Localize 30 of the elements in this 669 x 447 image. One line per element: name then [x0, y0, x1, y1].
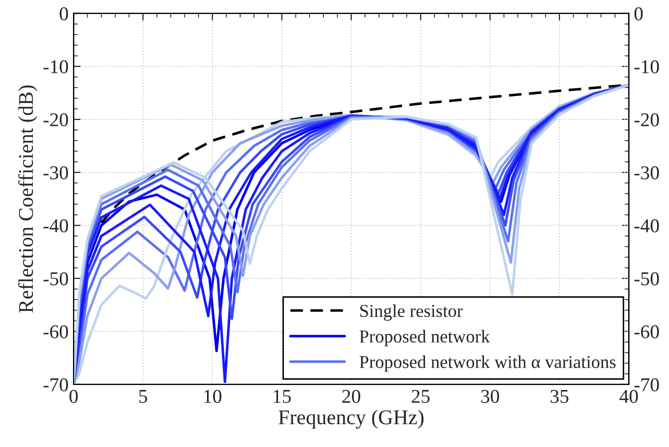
y-tick-label: -20 [44, 113, 68, 126]
legend-label: Proposed network [360, 330, 490, 346]
legend-label: Single resistor [360, 304, 463, 321]
x-axis-title: Frequency (GHz) [278, 410, 424, 429]
y-tick-label: -30 [44, 166, 68, 180]
x-tick-label: 10 [204, 390, 222, 403]
x-tick-label: 20 [342, 390, 360, 403]
y2-tick-label: -40 [634, 219, 659, 232]
x-tick-label: 25 [412, 390, 430, 403]
y2-tick-label: -20 [634, 113, 659, 126]
y-tick-label: -10 [44, 60, 68, 74]
x-tick-label: 30 [481, 390, 500, 403]
y2-tick-label: -60 [634, 325, 659, 338]
x-tick-label: 35 [550, 390, 568, 403]
y2-tick-label: -70 [634, 378, 659, 392]
y2-tick-label: -10 [634, 60, 659, 74]
y-tick-label: -60 [44, 325, 68, 338]
y2-tick-label: 0 [634, 7, 643, 20]
y2-tick-label: -50 [634, 272, 659, 286]
y2-tick-label: -30 [634, 166, 659, 180]
y-tick-label: -40 [44, 219, 68, 232]
x-tick-label: 40 [620, 390, 638, 403]
x-tick-label: 0 [69, 390, 78, 403]
legend-label: Proposed network with α variations [360, 355, 616, 372]
y-axis-title: Reflection Coefficient (dB) [18, 85, 38, 313]
x-tick-label: 15 [274, 390, 291, 403]
y-tick-label: -50 [44, 272, 68, 286]
y-tick-label: -70 [44, 378, 68, 392]
x-tick-label: 5 [139, 390, 148, 403]
y-tick-label: 0 [60, 7, 68, 20]
